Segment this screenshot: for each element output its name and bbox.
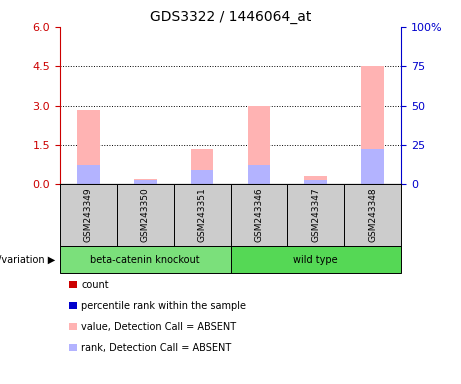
Text: rank, Detection Call = ABSENT: rank, Detection Call = ABSENT: [81, 343, 231, 353]
Bar: [361, 149, 384, 184]
Text: GSM243351: GSM243351: [198, 188, 207, 242]
Text: GSM243350: GSM243350: [141, 188, 150, 242]
Text: count: count: [81, 280, 109, 290]
Text: value, Detection Call = ABSENT: value, Detection Call = ABSENT: [81, 322, 236, 332]
Bar: [248, 165, 270, 184]
Text: genotype/variation ▶: genotype/variation ▶: [0, 255, 55, 265]
Text: wild type: wild type: [294, 255, 338, 265]
Bar: [134, 180, 157, 184]
Text: GSM243349: GSM243349: [84, 188, 93, 242]
Bar: [248, 106, 270, 184]
Bar: [304, 180, 327, 184]
Bar: [191, 149, 213, 184]
Text: GSM243346: GSM243346: [254, 188, 263, 242]
Bar: [361, 66, 384, 184]
Title: GDS3322 / 1446064_at: GDS3322 / 1446064_at: [150, 10, 311, 25]
Text: percentile rank within the sample: percentile rank within the sample: [81, 301, 246, 311]
Bar: [304, 177, 327, 184]
Bar: [77, 109, 100, 184]
Bar: [77, 165, 100, 184]
Text: GSM243348: GSM243348: [368, 188, 377, 242]
Bar: [134, 179, 157, 184]
Text: beta-catenin knockout: beta-catenin knockout: [90, 255, 200, 265]
Text: GSM243347: GSM243347: [311, 188, 320, 242]
Bar: [191, 170, 213, 184]
